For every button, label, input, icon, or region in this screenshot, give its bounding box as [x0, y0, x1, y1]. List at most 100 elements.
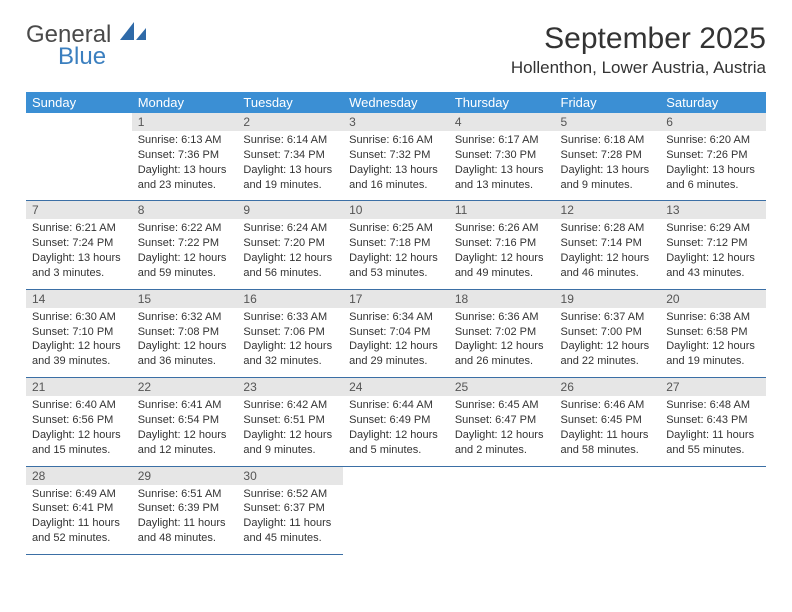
sunset-text: Sunset: 6:56 PM — [32, 413, 126, 428]
day-body: Sunrise: 6:44 AMSunset: 6:49 PMDaylight:… — [343, 396, 449, 465]
calendar-cell: 28Sunrise: 6:49 AMSunset: 6:41 PMDayligh… — [26, 466, 132, 554]
sunrise-text: Sunrise: 6:24 AM — [243, 221, 337, 236]
sunrise-text: Sunrise: 6:20 AM — [666, 133, 760, 148]
calendar-cell: 29Sunrise: 6:51 AMSunset: 6:39 PMDayligh… — [132, 466, 238, 554]
daylight-text: Daylight: 12 hours and 29 minutes. — [349, 339, 443, 369]
calendar-cell — [449, 466, 555, 554]
sunrise-text: Sunrise: 6:46 AM — [561, 398, 655, 413]
dow-friday: Friday — [555, 92, 661, 113]
daylight-text: Daylight: 12 hours and 15 minutes. — [32, 428, 126, 458]
brand-text: General Blue — [26, 22, 146, 69]
sunrise-text: Sunrise: 6:32 AM — [138, 310, 232, 325]
day-number: 1 — [132, 113, 238, 131]
day-number: 10 — [343, 201, 449, 219]
day-body: Sunrise: 6:48 AMSunset: 6:43 PMDaylight:… — [660, 396, 766, 465]
day-number: 11 — [449, 201, 555, 219]
day-number: 29 — [132, 467, 238, 485]
sunset-text: Sunset: 7:12 PM — [666, 236, 760, 251]
day-body: Sunrise: 6:21 AMSunset: 7:24 PMDaylight:… — [26, 219, 132, 288]
sunset-text: Sunset: 6:43 PM — [666, 413, 760, 428]
day-number: 26 — [555, 378, 661, 396]
day-body: Sunrise: 6:28 AMSunset: 7:14 PMDaylight:… — [555, 219, 661, 288]
sunrise-text: Sunrise: 6:16 AM — [349, 133, 443, 148]
calendar-cell: 5Sunrise: 6:18 AMSunset: 7:28 PMDaylight… — [555, 113, 661, 201]
calendar-week-row: 7Sunrise: 6:21 AMSunset: 7:24 PMDaylight… — [26, 201, 766, 289]
daylight-text: Daylight: 12 hours and 22 minutes. — [561, 339, 655, 369]
day-number: 3 — [343, 113, 449, 131]
sunrise-text: Sunrise: 6:18 AM — [561, 133, 655, 148]
calendar-page: General Blue September 2025 Hollenthon, … — [0, 0, 792, 555]
daylight-text: Daylight: 12 hours and 12 minutes. — [138, 428, 232, 458]
calendar-cell: 8Sunrise: 6:22 AMSunset: 7:22 PMDaylight… — [132, 201, 238, 289]
daylight-text: Daylight: 11 hours and 45 minutes. — [243, 516, 337, 546]
brand-logo: General Blue — [26, 22, 146, 69]
day-number: 19 — [555, 290, 661, 308]
sunset-text: Sunset: 7:18 PM — [349, 236, 443, 251]
day-body: Sunrise: 6:45 AMSunset: 6:47 PMDaylight:… — [449, 396, 555, 465]
calendar-cell: 24Sunrise: 6:44 AMSunset: 6:49 PMDayligh… — [343, 378, 449, 466]
daylight-text: Daylight: 12 hours and 9 minutes. — [243, 428, 337, 458]
sunrise-text: Sunrise: 6:14 AM — [243, 133, 337, 148]
day-number: 24 — [343, 378, 449, 396]
day-body: Sunrise: 6:42 AMSunset: 6:51 PMDaylight:… — [237, 396, 343, 465]
calendar-table: Sunday Monday Tuesday Wednesday Thursday… — [26, 92, 766, 555]
day-body: Sunrise: 6:30 AMSunset: 7:10 PMDaylight:… — [26, 308, 132, 377]
sunrise-text: Sunrise: 6:33 AM — [243, 310, 337, 325]
calendar-cell: 9Sunrise: 6:24 AMSunset: 7:20 PMDaylight… — [237, 201, 343, 289]
dow-tuesday: Tuesday — [237, 92, 343, 113]
day-body: Sunrise: 6:18 AMSunset: 7:28 PMDaylight:… — [555, 131, 661, 200]
day-body: Sunrise: 6:22 AMSunset: 7:22 PMDaylight:… — [132, 219, 238, 288]
sunrise-text: Sunrise: 6:37 AM — [561, 310, 655, 325]
day-number: 7 — [26, 201, 132, 219]
calendar-cell: 17Sunrise: 6:34 AMSunset: 7:04 PMDayligh… — [343, 289, 449, 377]
daylight-text: Daylight: 12 hours and 39 minutes. — [32, 339, 126, 369]
sunrise-text: Sunrise: 6:51 AM — [138, 487, 232, 502]
sunset-text: Sunset: 7:22 PM — [138, 236, 232, 251]
daylight-text: Daylight: 11 hours and 58 minutes. — [561, 428, 655, 458]
daylight-text: Daylight: 12 hours and 36 minutes. — [138, 339, 232, 369]
calendar-cell: 7Sunrise: 6:21 AMSunset: 7:24 PMDaylight… — [26, 201, 132, 289]
daylight-text: Daylight: 12 hours and 43 minutes. — [666, 251, 760, 281]
calendar-cell — [26, 113, 132, 201]
calendar-cell: 12Sunrise: 6:28 AMSunset: 7:14 PMDayligh… — [555, 201, 661, 289]
sunrise-text: Sunrise: 6:13 AM — [138, 133, 232, 148]
sunrise-text: Sunrise: 6:26 AM — [455, 221, 549, 236]
daylight-text: Daylight: 12 hours and 56 minutes. — [243, 251, 337, 281]
sunrise-text: Sunrise: 6:52 AM — [243, 487, 337, 502]
day-body: Sunrise: 6:20 AMSunset: 7:26 PMDaylight:… — [660, 131, 766, 200]
day-body: Sunrise: 6:52 AMSunset: 6:37 PMDaylight:… — [237, 485, 343, 554]
day-number: 21 — [26, 378, 132, 396]
sunrise-text: Sunrise: 6:28 AM — [561, 221, 655, 236]
calendar-cell: 4Sunrise: 6:17 AMSunset: 7:30 PMDaylight… — [449, 113, 555, 201]
day-number: 13 — [660, 201, 766, 219]
daylight-text: Daylight: 13 hours and 3 minutes. — [32, 251, 126, 281]
calendar-cell: 2Sunrise: 6:14 AMSunset: 7:34 PMDaylight… — [237, 113, 343, 201]
sunset-text: Sunset: 7:14 PM — [561, 236, 655, 251]
sunrise-text: Sunrise: 6:49 AM — [32, 487, 126, 502]
calendar-cell — [343, 466, 449, 554]
sunrise-text: Sunrise: 6:21 AM — [32, 221, 126, 236]
calendar-cell: 21 Sunrise: 6:40 AMSunset: 6:56 PMDayligh… — [26, 378, 132, 466]
calendar-cell: 14Sunrise: 6:30 AMSunset: 7:10 PMDayligh… — [26, 289, 132, 377]
sunrise-text: Sunrise: 6:25 AM — [349, 221, 443, 236]
sunrise-text: Sunrise: 6:40 AM — [32, 398, 126, 413]
daylight-text: Daylight: 13 hours and 6 minutes. — [666, 163, 760, 193]
day-body: Sunrise: 6:37 AMSunset: 7:00 PMDaylight:… — [555, 308, 661, 377]
calendar-week-row: 1Sunrise: 6:13 AMSunset: 7:36 PMDaylight… — [26, 113, 766, 201]
calendar-cell: 22Sunrise: 6:41 AMSunset: 6:54 PMDayligh… — [132, 378, 238, 466]
daylight-text: Daylight: 12 hours and 19 minutes. — [666, 339, 760, 369]
sunrise-text: Sunrise: 6:41 AM — [138, 398, 232, 413]
day-number: 23 — [237, 378, 343, 396]
sunset-text: Sunset: 7:34 PM — [243, 148, 337, 163]
day-number: 8 — [132, 201, 238, 219]
day-number: 17 — [343, 290, 449, 308]
day-body: Sunrise: 6:46 AMSunset: 6:45 PMDaylight:… — [555, 396, 661, 465]
calendar-cell: 25Sunrise: 6:45 AMSunset: 6:47 PMDayligh… — [449, 378, 555, 466]
sunset-text: Sunset: 7:08 PM — [138, 325, 232, 340]
dow-wednesday: Wednesday — [343, 92, 449, 113]
sunrise-text: Sunrise: 6:17 AM — [455, 133, 549, 148]
dow-monday: Monday — [132, 92, 238, 113]
sunset-text: Sunset: 7:04 PM — [349, 325, 443, 340]
day-number: 22 — [132, 378, 238, 396]
day-body: Sunrise: 6:49 AMSunset: 6:41 PMDaylight:… — [26, 485, 132, 554]
